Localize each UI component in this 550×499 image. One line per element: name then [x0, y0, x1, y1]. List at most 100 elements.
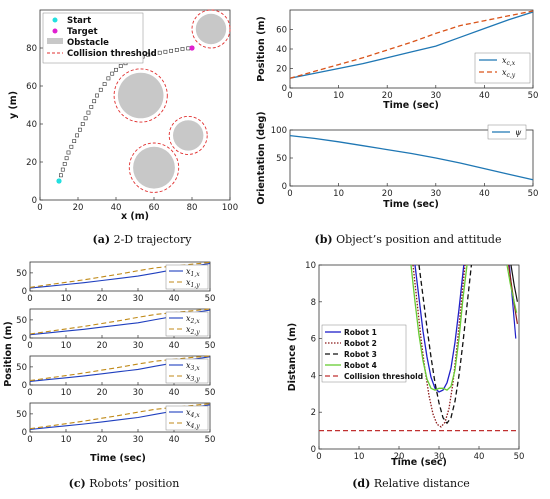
c-xtick-label: 50 — [205, 341, 216, 351]
d-xtick-label: 10 — [354, 452, 365, 462]
ylabel-a: y (m) — [8, 91, 19, 119]
c-xtick-label: 50 — [205, 388, 216, 398]
trajectory-point — [83, 116, 88, 121]
c-ytick-label: 50 — [16, 363, 27, 373]
caption-a: (a) 2-D trajectory — [93, 233, 193, 246]
axes-b2 — [289, 129, 534, 187]
legend-label: xc,y — [502, 68, 516, 79]
series-line-edge — [510, 264, 518, 302]
legend-a: Start Target Obstacle Collision threshol… — [42, 12, 157, 64]
trajectory-point — [152, 51, 156, 56]
legend-label: xc,x — [502, 56, 516, 67]
xlabel-d: Time (sec) — [391, 457, 447, 468]
c-ytick-label: 50 — [16, 269, 27, 279]
c-xtick-label: 50 — [205, 294, 216, 304]
b2-xtick-label: 0 — [287, 189, 292, 199]
xlabel-c: Time (sec) — [90, 453, 146, 464]
legend-label: Robot 1 — [344, 328, 377, 337]
series-line — [29, 403, 211, 430]
c-ytick-label: 50 — [16, 316, 27, 326]
legend-label: x3,y — [186, 372, 200, 383]
series-line — [289, 134, 534, 181]
caption-d: (d) Relative distance — [352, 477, 470, 490]
trajectory-point — [157, 50, 162, 55]
c-xtick-label: 10 — [61, 388, 72, 398]
trajectory-point — [60, 167, 65, 172]
trajectory-point — [62, 162, 67, 166]
trajectory-point — [58, 173, 63, 178]
legend-label: x3,x — [186, 361, 200, 372]
c-xtick-label: 20 — [97, 341, 108, 351]
b1-xtick-label: 10 — [333, 91, 344, 101]
c-ytick-label: 0 — [22, 428, 27, 438]
b2-xtick-label: 50 — [528, 189, 539, 199]
d-ytick-label: 6 — [311, 335, 316, 345]
ticks-a: 0 20 40 60 80 100 0 20 40 60 80 — [26, 44, 238, 213]
b2-xtick-label: 20 — [382, 189, 393, 199]
c-xtick-label: 30 — [133, 341, 144, 351]
legend-label: Robot 2 — [344, 339, 377, 348]
obstacles-a — [113, 9, 231, 193]
c-xtick-label: 30 — [133, 294, 144, 304]
legend-threshold: Collision threshold — [67, 49, 157, 59]
trajectory-point — [163, 49, 168, 54]
a-xtick-label: 60 — [149, 203, 160, 213]
xlabel-a: x (m) — [121, 211, 149, 222]
c-xtick-label: 0 — [27, 388, 32, 398]
b2-ytick-label: 50 — [276, 154, 287, 164]
series-line — [29, 355, 211, 382]
d-xtick-label: 40 — [474, 452, 485, 462]
c-xtick-label: 20 — [97, 294, 108, 304]
b1-ytick-label: 0 — [282, 84, 287, 94]
obstacle-threshold-ring — [128, 142, 180, 193]
xlabel-b2: Time (sec) — [383, 199, 439, 210]
trajectory-point — [169, 48, 174, 53]
legend-label: Collision threshold — [344, 372, 423, 381]
legend-label: x4,y — [186, 419, 200, 430]
plot-b1: 0 10 20 30 40 50 0 20 40 60 — [276, 10, 539, 101]
legend-label: ψ — [515, 128, 522, 137]
obstacle — [117, 72, 164, 119]
legend-label: x2,y — [186, 325, 200, 336]
legend-box — [165, 264, 209, 290]
legend-label: x1,x — [186, 267, 200, 278]
trajectory-point — [75, 133, 79, 138]
obstacle-threshold-ring — [113, 68, 168, 123]
plot-b2: 0 10 20 30 40 50 0 50 100 — [271, 126, 539, 199]
series-line — [289, 10, 534, 79]
obstacle-threshold-ring — [168, 115, 208, 155]
legend-b1: xc,xxc,y — [474, 52, 531, 84]
series-line — [418, 264, 473, 425]
trajectory-point — [186, 46, 191, 51]
d-xtick-label: 20 — [394, 452, 405, 462]
b1-xtick-label: 30 — [430, 91, 441, 101]
ylabel-b2: Orientation (deg) — [256, 111, 267, 204]
trajectory-point — [78, 127, 82, 132]
b2-xtick-label: 30 — [430, 189, 441, 199]
trajectory-point — [69, 144, 74, 149]
trajectory-point — [64, 156, 69, 161]
trajectory-point — [89, 105, 94, 109]
xlabel-b1: Time (sec) — [383, 100, 439, 111]
legend-box — [165, 311, 209, 337]
series-line — [289, 11, 534, 79]
a-xtick-label: 100 — [222, 203, 238, 213]
trajectory-point — [146, 52, 151, 57]
a-xtick-label: 40 — [111, 203, 122, 213]
c-xtick-label: 40 — [169, 435, 180, 445]
c-xtick-label: 20 — [97, 435, 108, 445]
ylabel-c: Position (m) — [3, 321, 14, 386]
obstacle-threshold-ring — [191, 9, 231, 49]
panel-d: 0 10 20 30 40 50 0 2 4 6 8 10 Time (sec) Distance (… — [287, 261, 524, 490]
d-xtick-label: 50 — [514, 452, 525, 462]
c-xtick-label: 0 — [27, 294, 32, 304]
c-xtick-label: 0 — [27, 341, 32, 351]
legend-label: x1,y — [186, 278, 200, 289]
obstacle — [133, 146, 175, 189]
b1-xtick-label: 50 — [528, 91, 539, 101]
c-xtick-label: 30 — [133, 435, 144, 445]
b2-ytick-label: 0 — [282, 182, 287, 192]
c-xtick-label: 10 — [61, 294, 72, 304]
start-marker — [56, 178, 62, 184]
